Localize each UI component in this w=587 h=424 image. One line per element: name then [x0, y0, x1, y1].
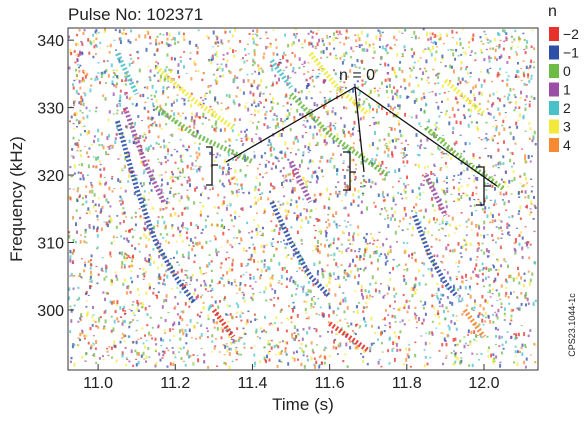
plot-frame: [67, 27, 539, 371]
x-tick-label: 11.2: [160, 375, 190, 392]
legend-swatch: [549, 82, 559, 97]
y-tick-label: 310: [37, 236, 64, 253]
mode-trace: [114, 120, 459, 305]
legend-label: −1: [563, 45, 579, 61]
x-tick-label: 11.8: [392, 375, 422, 392]
bracket: [343, 151, 356, 191]
annotation: [206, 86, 498, 206]
y-tick-label: 340: [37, 33, 64, 50]
x-tick-label: 12.0: [468, 375, 499, 392]
legend-swatch: [549, 45, 559, 60]
legend-label: 2: [563, 100, 571, 116]
legend-label: 0: [563, 63, 571, 79]
mode-trace: [154, 52, 486, 130]
annotation-label: n = 0: [339, 67, 375, 84]
legend-label: 1: [563, 82, 571, 98]
x-axis-label: Time (s): [272, 395, 334, 414]
legend-swatch: [549, 119, 559, 134]
legend-swatch: [549, 138, 559, 152]
y-axis-label: Frequency (kHz): [7, 136, 26, 262]
x-tick-label: 11.4: [237, 375, 267, 392]
x-tick-label: 11.6: [315, 375, 345, 392]
y-tick-label: 330: [37, 101, 64, 118]
y-tick-label: 300: [37, 303, 64, 320]
side-label: CPS23.1044-1c: [567, 293, 577, 357]
mode-trace: [462, 308, 487, 339]
mode-trace: [115, 52, 294, 96]
legend-title: n: [548, 3, 557, 20]
legend-swatch: [549, 101, 559, 115]
legend-label: 3: [563, 119, 571, 135]
mode-trace: [154, 92, 505, 191]
bracket: [206, 146, 218, 186]
mode-trace: [211, 308, 370, 353]
legend-swatch: [549, 27, 559, 41]
legend-label: −2: [563, 26, 579, 42]
traces: [114, 52, 505, 353]
mode-trace: [122, 106, 448, 217]
annotation-arrows: [225, 86, 498, 187]
legend-swatch: [549, 64, 559, 78]
chart-title: Pulse No: 102371: [68, 5, 203, 24]
y-tick-label: 320: [37, 168, 64, 185]
x-tick-label: 11.0: [83, 375, 113, 392]
noise-texture: [68, 28, 537, 370]
legend-label: 4: [563, 137, 571, 153]
bracket: [476, 166, 491, 206]
